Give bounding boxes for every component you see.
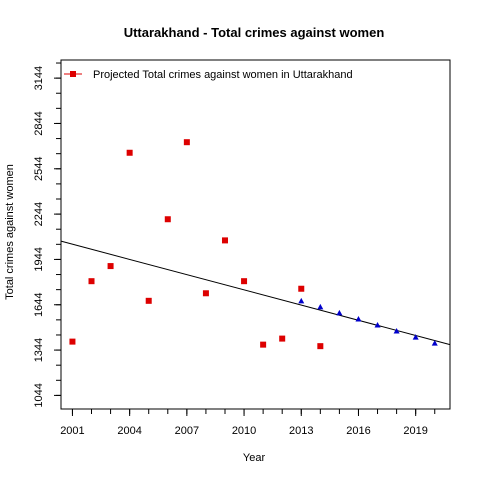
x-axis-label: Year (243, 452, 266, 464)
y-tick-label: 1644 (33, 293, 45, 317)
data-point-square (279, 335, 286, 342)
data-point-triangle (431, 340, 438, 346)
data-point-square (317, 343, 324, 350)
y-tick-label: 2544 (33, 157, 45, 181)
legend-label: Projected Total crimes against women in … (93, 69, 353, 81)
x-tick-label: 2019 (403, 425, 427, 437)
data-point-triangle (393, 328, 400, 334)
data-point-triangle (317, 303, 324, 310)
x-axis: 2001 2004 2007 2010 2013 2016 2019 (60, 409, 436, 437)
data-point-square (145, 297, 152, 304)
legend: Projected Total crimes against women in … (64, 69, 353, 81)
y-tick-label: 2844 (33, 111, 45, 135)
data-point-triangle (336, 309, 343, 316)
data-point-triangle (355, 315, 362, 322)
data-marks (69, 139, 438, 350)
y-tick-label: 1944 (33, 247, 45, 271)
trend-line (60, 240, 451, 346)
data-point-square (164, 216, 171, 223)
y-tick-label: 1344 (33, 338, 45, 362)
x-tick-label: 2001 (60, 425, 84, 437)
trend-line-group (60, 240, 451, 346)
data-point-triangle (412, 334, 419, 340)
data-point-square (69, 338, 76, 345)
y-tick-label: 3144 (33, 66, 45, 90)
plot-frame (60, 59, 451, 410)
x-tick-label: 2010 (232, 425, 256, 437)
data-point-triangle (298, 297, 305, 304)
data-point-square (107, 263, 114, 270)
y-axis-label: Total crimes against women (4, 164, 16, 300)
x-tick-label: 2007 (175, 425, 199, 437)
data-point-square (202, 290, 209, 297)
data-point-square (260, 341, 267, 348)
chart-title: Uttarakhand - Total crimes against women (124, 25, 385, 40)
y-tick-label: 1044 (33, 383, 45, 407)
data-point-square (126, 149, 133, 156)
data-point-square (221, 237, 228, 244)
legend-marker (70, 71, 76, 77)
x-tick-label: 2016 (346, 425, 370, 437)
data-point-square (88, 278, 95, 285)
x-tick-label: 2004 (117, 425, 141, 437)
x-tick-label: 2013 (289, 425, 313, 437)
data-point-square (183, 139, 190, 146)
data-point-triangle (374, 321, 381, 328)
y-tick-label: 2244 (33, 202, 45, 226)
y-axis: 1044 1344 1644 1944 2244 2544 2844 3144 (33, 62, 61, 408)
data-point-square (241, 278, 248, 285)
data-point-square (298, 285, 305, 292)
